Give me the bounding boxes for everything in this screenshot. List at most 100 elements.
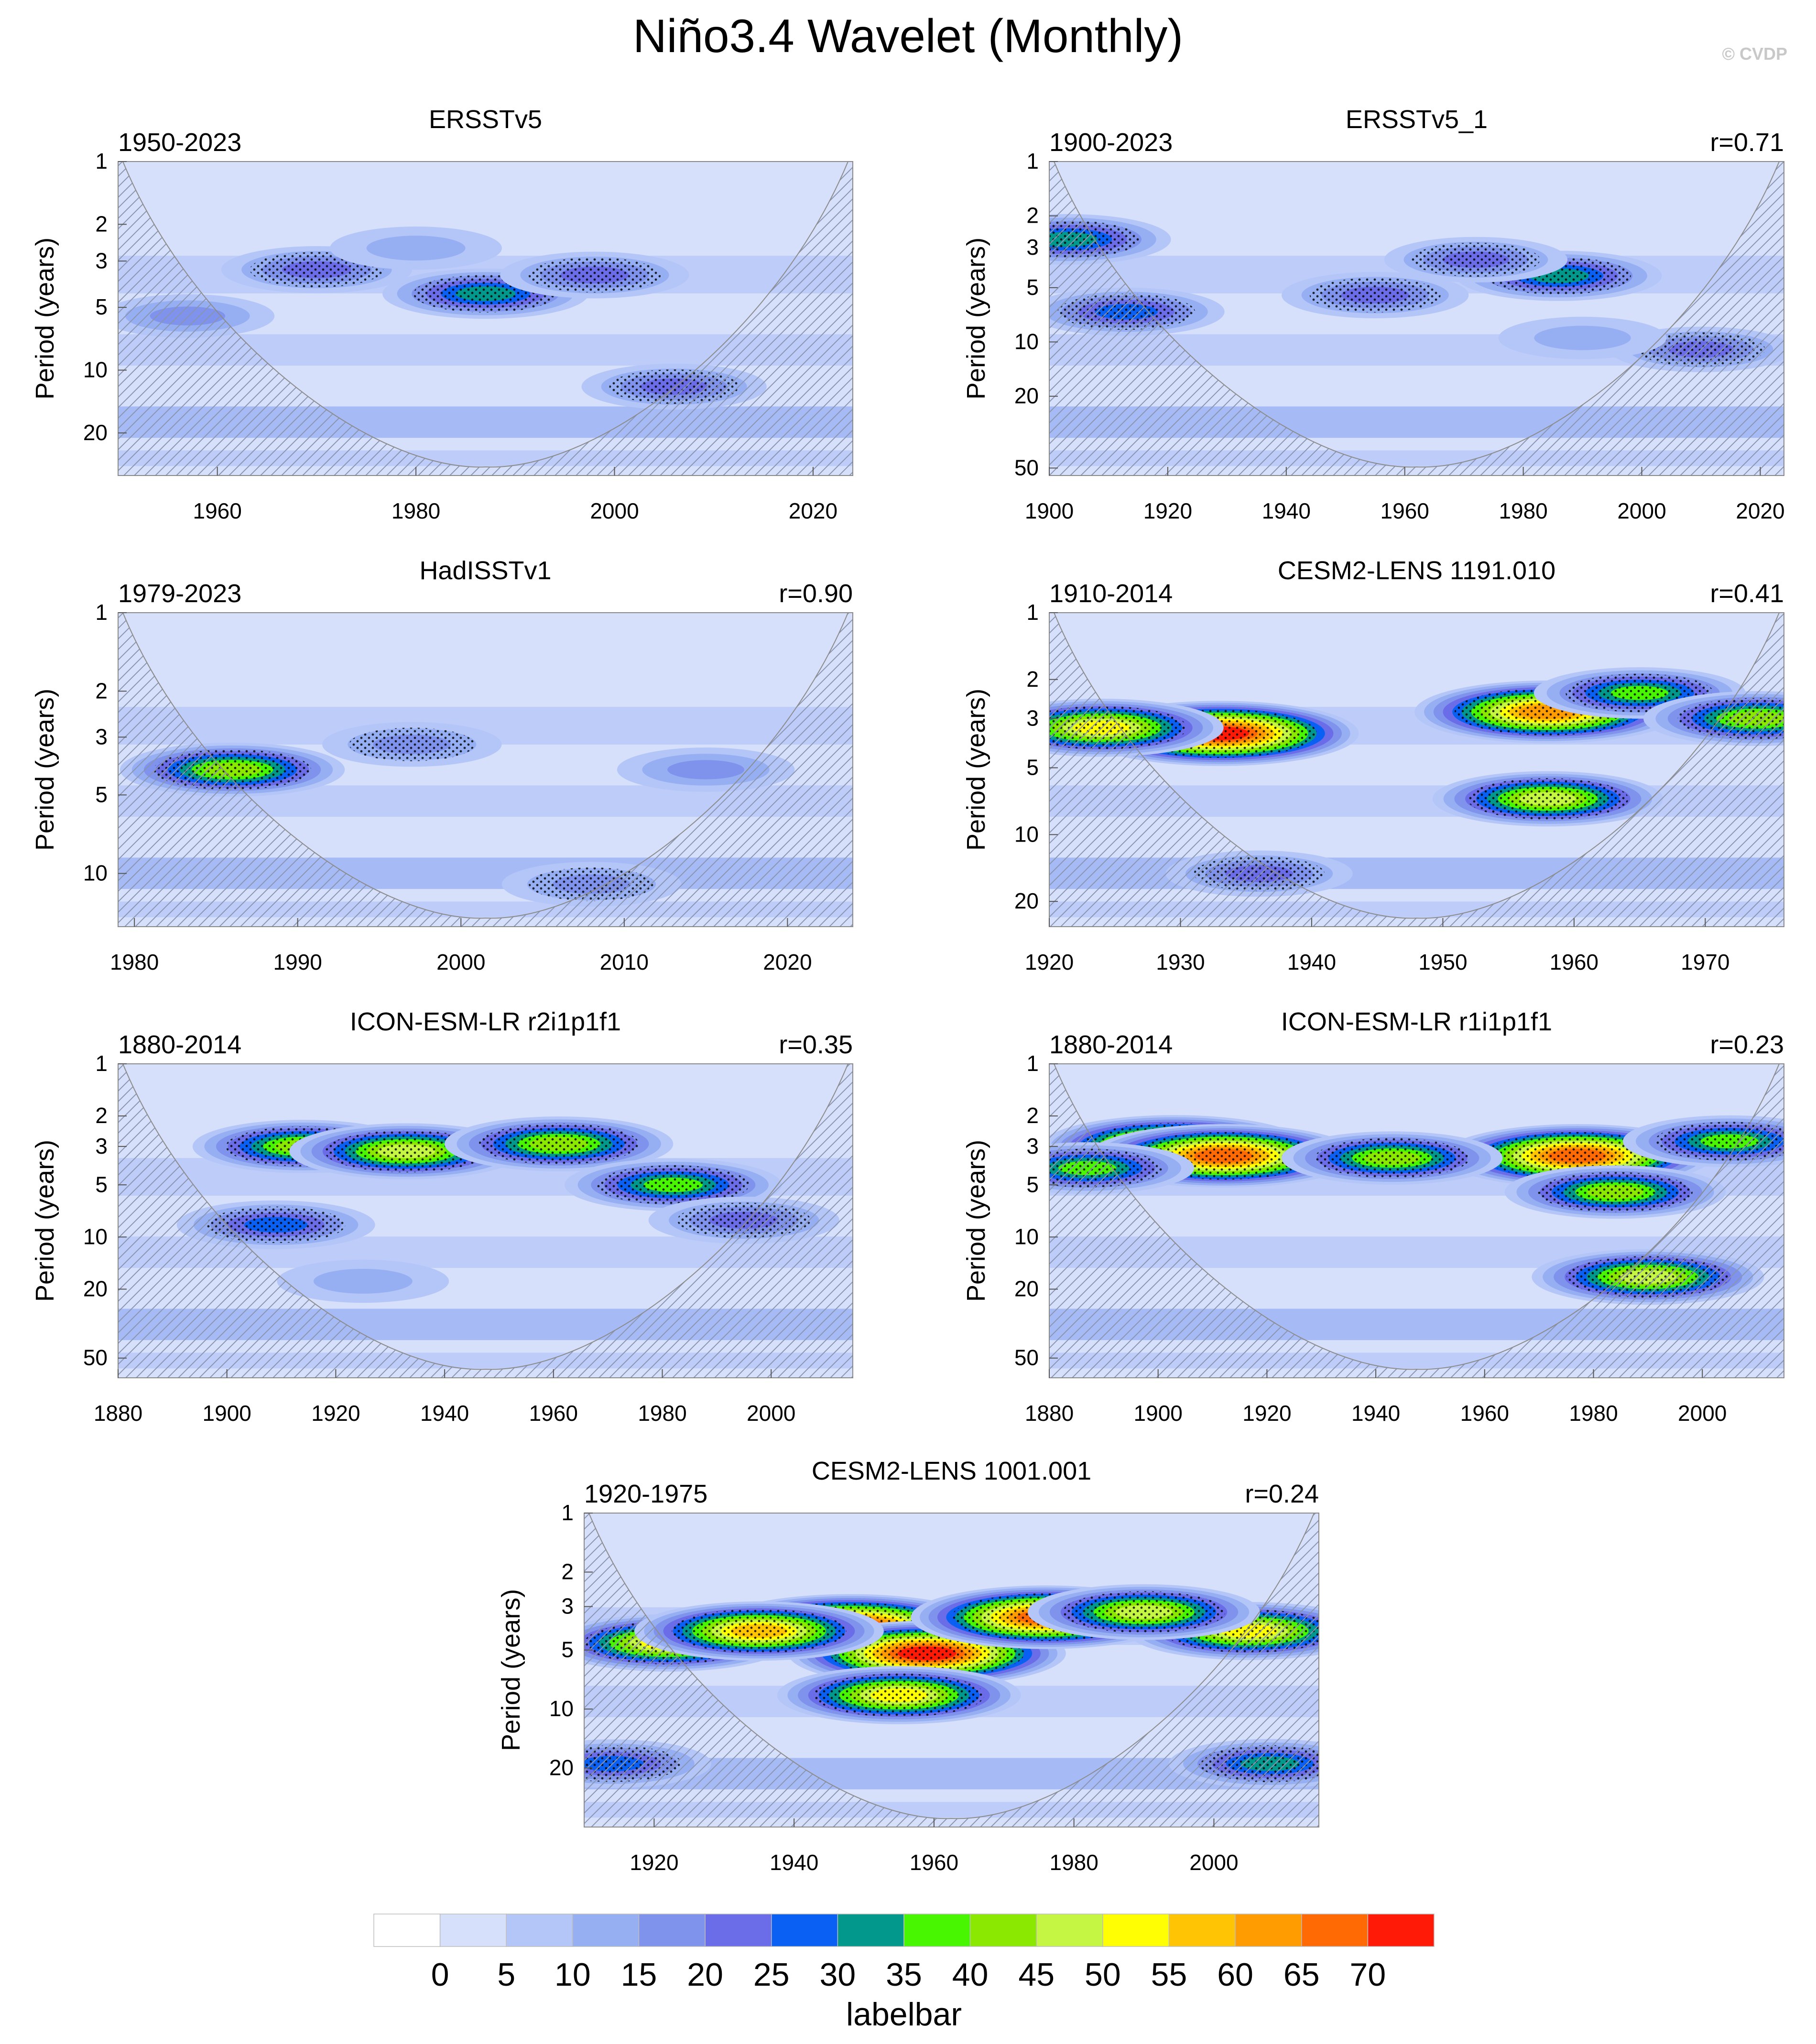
y-tick-label: 1 (1026, 600, 1039, 625)
colorbar-swatch (1168, 1914, 1236, 1947)
cone-of-influence (118, 613, 853, 927)
y-tick-label: 50 (83, 1345, 108, 1370)
significance-stipple (1467, 778, 1629, 820)
cone-of-influence (1049, 1064, 1784, 1378)
y-tick-label: 20 (83, 420, 108, 445)
x-tick-label: 1900 (203, 1401, 251, 1426)
plot-frame (1049, 612, 1784, 927)
y-tick-label: 3 (95, 724, 108, 749)
y-axis-label: Period (years) (31, 1140, 59, 1302)
x-tick-label: 1940 (1351, 1401, 1400, 1426)
panel-title: ERSSTv5 (429, 105, 542, 134)
colorbar-tick-label: 70 (1350, 1957, 1386, 1993)
x-tick-label: 1880 (94, 1401, 142, 1426)
x-tick-label: 1980 (1569, 1401, 1618, 1426)
panel-title: ERSSTv5_1 (1346, 105, 1488, 134)
plot-frame (1049, 161, 1784, 476)
cone-of-influence (1049, 613, 1784, 927)
correlation-label: r=0.23 (1710, 1030, 1784, 1059)
colorbar: 0 5 10 15 20 25 30 35 40 45 50 55 60 65 70 labelbar (373, 1914, 1435, 2033)
significance-stipple (206, 1206, 346, 1244)
y-tick-label: 3 (561, 1594, 574, 1619)
x-tick-label: 2000 (590, 498, 639, 523)
x-tick-label: 1950 (1418, 950, 1467, 974)
plot-frame (118, 161, 853, 476)
power-contour (667, 760, 745, 779)
y-tick-label: 50 (1014, 1345, 1039, 1370)
x-tick-label: 2000 (1617, 498, 1666, 523)
x-tick-label: 2000 (1189, 1850, 1238, 1875)
colorbar-tick-label: 65 (1283, 1957, 1320, 1993)
colorbar-swatch (705, 1914, 772, 1947)
plot-frame (118, 1063, 853, 1378)
x-tick-label: 1960 (1460, 1401, 1509, 1426)
plot-area (1049, 613, 1784, 927)
wavelet-panel: 1 2 3 5 10 20 1920 1940 1960 1980 2000 Period (year… (497, 1457, 1319, 1875)
plot-frame (584, 1513, 1319, 1828)
y-axis-label: Period (years) (962, 238, 990, 400)
colorbar-swatch (373, 1914, 441, 1947)
y-tick-label: 3 (95, 248, 108, 273)
colorbar-swatch (771, 1914, 838, 1947)
colorbar-swatch (969, 1914, 1037, 1947)
colorbar-tick-label: 0 (431, 1957, 449, 1993)
y-tick-label: 50 (1014, 455, 1039, 480)
x-tick-label: 2000 (436, 950, 485, 974)
y-tick-label: 1 (95, 1051, 108, 1076)
period-label: 1880-2014 (1049, 1030, 1173, 1059)
colorbar-swatch (638, 1914, 706, 1947)
colorbar-swatch (1301, 1914, 1369, 1947)
colorbar-swatch (572, 1914, 640, 1947)
y-tick-label: 20 (1014, 888, 1039, 913)
x-tick-label: 1900 (1025, 498, 1074, 523)
y-tick-label: 10 (83, 861, 108, 886)
colorbar-tick-label: 15 (621, 1957, 657, 1993)
x-tick-label: 2000 (747, 1401, 795, 1426)
colorbar-tick-label: 50 (1085, 1957, 1121, 1993)
plot-area (118, 613, 853, 927)
y-axis-label: Period (years) (31, 238, 59, 400)
x-tick-label: 1980 (1049, 1850, 1098, 1875)
plot-area (118, 1064, 853, 1378)
figure-title: Niño3.4 Wavelet (Monthly) (632, 10, 1184, 62)
colorbar-swatch (506, 1914, 573, 1947)
power-contour (1534, 325, 1631, 350)
y-tick-label: 2 (95, 1103, 108, 1128)
plot-area (1049, 1064, 1784, 1378)
y-tick-label: 3 (1026, 235, 1039, 260)
colorbar-swatch (1367, 1914, 1435, 1947)
significance-stipple (1309, 278, 1441, 313)
x-tick-label: 1940 (1287, 950, 1336, 974)
y-tick-label: 2 (1026, 667, 1039, 692)
x-tick-label: 2000 (1678, 1401, 1727, 1426)
y-axis-label: Period (years) (962, 1140, 990, 1302)
panel-title: CESM2-LENS 1001.001 (812, 1457, 1091, 1485)
y-tick-label: 3 (95, 1134, 108, 1158)
x-tick-label: 1990 (273, 950, 322, 974)
plot-frame (1049, 1063, 1784, 1378)
cone-of-influence (1049, 162, 1784, 476)
colorbar-swatch (1036, 1914, 1103, 1947)
colorbar-tick-label: 60 (1217, 1957, 1253, 1993)
panel-title: HadISSTv1 (419, 556, 551, 585)
x-tick-label: 2020 (789, 498, 837, 523)
correlation-label: r=0.90 (779, 579, 853, 608)
colorbar-swatch (1235, 1914, 1302, 1947)
y-tick-label: 10 (1014, 822, 1039, 846)
y-tick-label: 1 (1026, 1051, 1039, 1076)
plot-area (584, 1513, 1319, 1827)
colorbar-tick-label: 35 (886, 1957, 922, 1993)
power-contour (313, 1268, 413, 1294)
cone-of-influence (118, 1064, 853, 1378)
y-axis-label: Period (years) (31, 689, 59, 851)
plot-area (1049, 162, 1784, 476)
x-tick-label: 1980 (110, 950, 159, 974)
plot-area (118, 162, 853, 476)
y-tick-label: 5 (95, 1172, 108, 1197)
panel-title: CESM2-LENS 1191.010 (1278, 556, 1555, 585)
colorbar-swatch (903, 1914, 971, 1947)
y-tick-label: 10 (549, 1696, 574, 1721)
y-tick-label: 2 (95, 211, 108, 236)
period-label: 1920-1975 (584, 1480, 707, 1508)
x-tick-label: 1920 (1143, 498, 1192, 523)
